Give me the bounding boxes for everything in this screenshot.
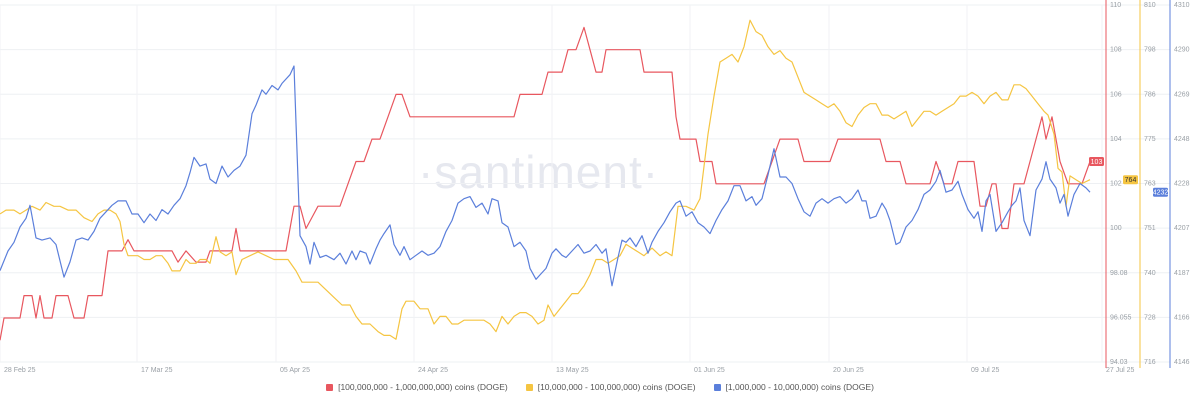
y-tick-label-yellow: 751 <box>1144 225 1156 232</box>
santiment-watermark: ·santiment· <box>418 146 660 198</box>
current-value-label-red: 103 <box>1091 159 1103 166</box>
legend-label-blue: [1,000,000 - 10,000,000) coins (DOGE) <box>725 382 874 392</box>
legend-swatch-red <box>326 383 334 391</box>
legend-swatch-yellow <box>525 383 533 391</box>
y-tick-label-yellow: 798 <box>1144 47 1156 54</box>
y-tick-label-yellow: 810 <box>1144 2 1156 9</box>
legend-swatch-blue <box>713 383 721 391</box>
current-value-badge-yellow <box>1123 175 1138 185</box>
y-tick-label-red: 102 <box>1110 181 1122 188</box>
y-tick-label-yellow: 716 <box>1144 359 1156 366</box>
y-tick-label-blue: 4248 <box>1174 136 1190 143</box>
x-tick-label: 13 May 25 <box>556 367 589 374</box>
x-tick-label: 09 Jul 25 <box>971 367 1000 374</box>
y-tick-label-blue: 4166 <box>1174 314 1190 321</box>
y-tick-label-red: 96.055 <box>1110 314 1132 321</box>
legend-label-red: [100,000,000 - 1,000,000,000) coins (DOG… <box>338 382 508 392</box>
y-tick-label-red: 104 <box>1110 136 1122 143</box>
y-tick-label-yellow: 728 <box>1144 314 1156 321</box>
current-value-badge-red <box>1089 156 1104 166</box>
series-line-red <box>0 26 1091 341</box>
current-value-label-blue: 4232 <box>1153 190 1169 197</box>
x-tick-label: 05 Apr 25 <box>280 367 310 374</box>
x-tick-label: 28 Feb 25 <box>4 367 36 374</box>
series-line-blue <box>0 65 1091 287</box>
legend-label-yellow: [10,000,000 - 100,000,000) coins (DOGE) <box>537 382 696 392</box>
series-line-yellow <box>0 19 1091 340</box>
y-tick-label-red: 106 <box>1110 91 1122 98</box>
current-value-badge-blue <box>1153 187 1168 197</box>
x-tick-label: 20 Jun 25 <box>833 367 864 374</box>
y-tick-label-yellow: 786 <box>1144 91 1156 98</box>
y-tick-label-blue: 4207 <box>1174 225 1190 232</box>
y-tick-label-blue: 4146 <box>1174 359 1190 366</box>
chart-legend: [100,000,000 - 1,000,000,000) coins (DOG… <box>0 382 1200 392</box>
line-chart[interactable]: 110 108 106 104 102 100 98.08 96.055 94.03 810 798… <box>0 0 1200 380</box>
legend-item-red[interactable]: [100,000,000 - 1,000,000,000) coins (DOG… <box>326 382 508 392</box>
y-tick-label-yellow: 775 <box>1144 136 1156 143</box>
x-tick-label: 17 Mar 25 <box>141 367 173 374</box>
y-tick-label-blue: 4187 <box>1174 270 1190 277</box>
y-tick-label-red: 94.03 <box>1110 359 1128 366</box>
y-tick-label-yellow: 763 <box>1144 181 1156 188</box>
x-tick-label: 24 Apr 25 <box>418 367 448 374</box>
y-tick-label-blue: 4290 <box>1174 47 1190 54</box>
y-tick-label-yellow: 740 <box>1144 270 1156 277</box>
y-tick-label-red: 100 <box>1110 225 1122 232</box>
y-tick-label-blue: 4269 <box>1174 91 1190 98</box>
current-value-label-yellow: 764 <box>1125 177 1137 184</box>
legend-item-yellow[interactable]: [10,000,000 - 100,000,000) coins (DOGE) <box>525 382 696 392</box>
y-tick-label-red: 108 <box>1110 47 1122 54</box>
y-tick-label-red: 98.08 <box>1110 270 1128 277</box>
y-tick-label-red: 110 <box>1110 2 1121 9</box>
x-tick-label: 01 Jun 25 <box>694 367 725 374</box>
y-tick-label-blue: 4310 <box>1174 2 1190 9</box>
legend-item-blue[interactable]: [1,000,000 - 10,000,000) coins (DOGE) <box>713 382 874 392</box>
y-tick-label-blue: 4228 <box>1174 181 1190 188</box>
x-tick-label: 27 Jul 25 <box>1106 367 1135 374</box>
